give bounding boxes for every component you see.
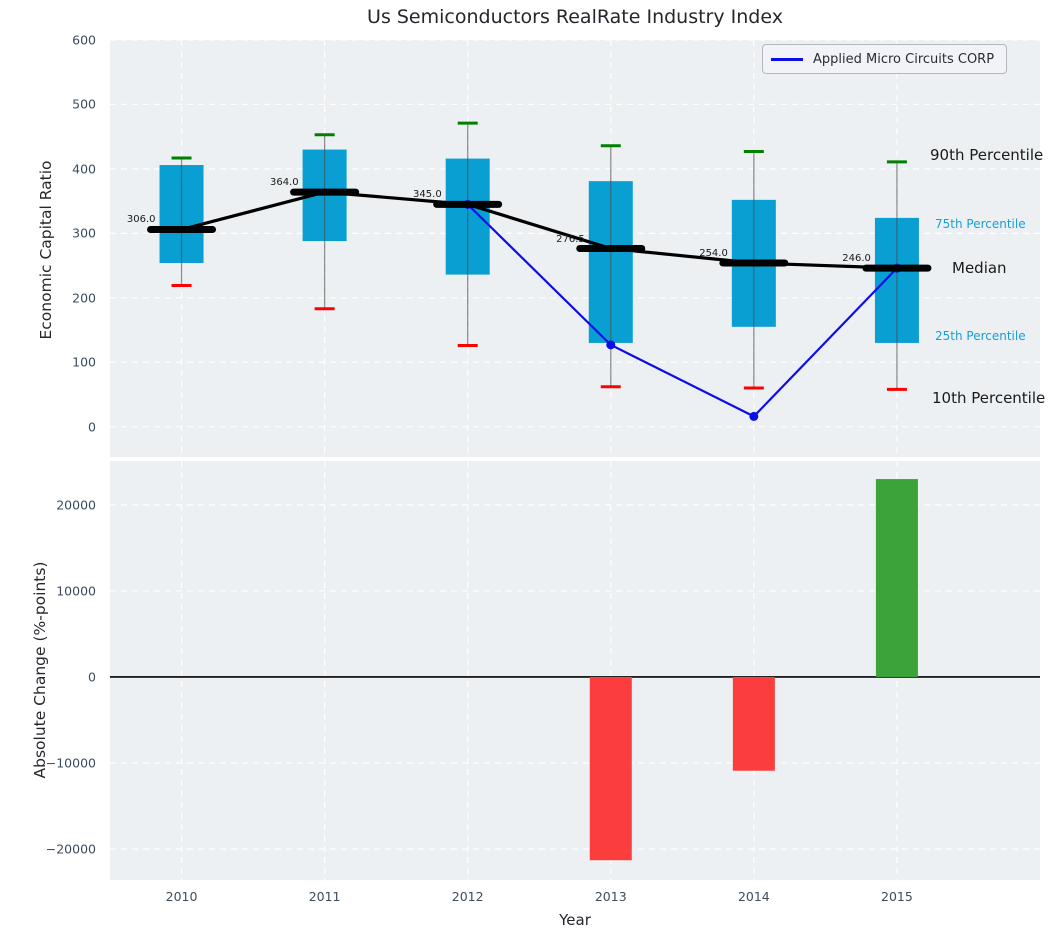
company-line <box>466 203 898 418</box>
top-y-tick-400: 400 <box>72 161 96 177</box>
top-y-tick-600: 600 <box>72 32 96 48</box>
x-tick-2012: 2012 <box>451 889 484 904</box>
x-tick-2011: 2011 <box>308 889 341 904</box>
top-plot-area <box>110 39 1040 457</box>
chart-title: Us Semiconductors RealRate Industry Inde… <box>367 6 783 28</box>
barchart-svg <box>110 461 1040 880</box>
median-value-label-2015: 246.0 <box>842 253 871 265</box>
top-gridlines <box>110 39 1040 457</box>
median-value-label-2014: 254.0 <box>699 248 728 259</box>
median-value-label-2011: 364.0 <box>269 177 299 189</box>
median-trend-line <box>181 190 897 270</box>
x-tick-2014: 2014 <box>737 889 770 904</box>
x-tick-2013: 2013 <box>594 889 627 904</box>
annotation-10th-percentile: 10th Percentile <box>932 388 1046 407</box>
top-y-axis-label: Economic Capital Ratio <box>37 160 55 340</box>
bottom-y-tick-20000: 20000 <box>56 497 96 513</box>
boxplot-svg <box>110 39 1040 457</box>
annotation-25th-percentile: 25th Percentile <box>935 329 1026 344</box>
bottom-y-tick-10000: 10000 <box>56 583 96 599</box>
bar-2015 <box>875 479 918 677</box>
bar-2014 <box>732 676 775 771</box>
legend-label: Applied Micro Circuits CORP <box>813 51 995 67</box>
median-value-label-2013: 276.5 <box>556 233 585 245</box>
legend-line-swatch <box>771 57 803 61</box>
bar-2013 <box>589 676 632 861</box>
median-value-label-2012: 345.0 <box>413 189 442 201</box>
median-value-label-2010: 306.0 <box>126 214 156 226</box>
bottom-y-tick--10000: −10000 <box>45 755 96 771</box>
top-y-tick-300: 300 <box>72 225 96 241</box>
top-y-tick-0: 0 <box>88 419 96 435</box>
top-y-tick-500: 500 <box>72 96 96 112</box>
annotation-75th-percentile: 75th Percentile <box>935 216 1026 231</box>
x-tick-2010: 2010 <box>165 889 198 904</box>
company-point-2013 <box>606 340 616 350</box>
bottom-y-tick-0: 0 <box>88 669 96 685</box>
annotation-median: Median <box>952 258 1007 277</box>
top-y-tick-200: 200 <box>72 290 96 306</box>
x-axis-label: Year <box>559 911 591 929</box>
legend: Applied Micro Circuits CORP <box>762 44 1008 74</box>
bottom-y-tick--20000: −20000 <box>45 841 96 857</box>
bottom-plot-area <box>110 461 1040 880</box>
top-y-tick-100: 100 <box>72 354 96 370</box>
x-tick-2015: 2015 <box>881 889 913 904</box>
company-point-2014 <box>749 411 759 421</box>
annotation-90th-percentile: 90th Percentile <box>930 145 1044 164</box>
